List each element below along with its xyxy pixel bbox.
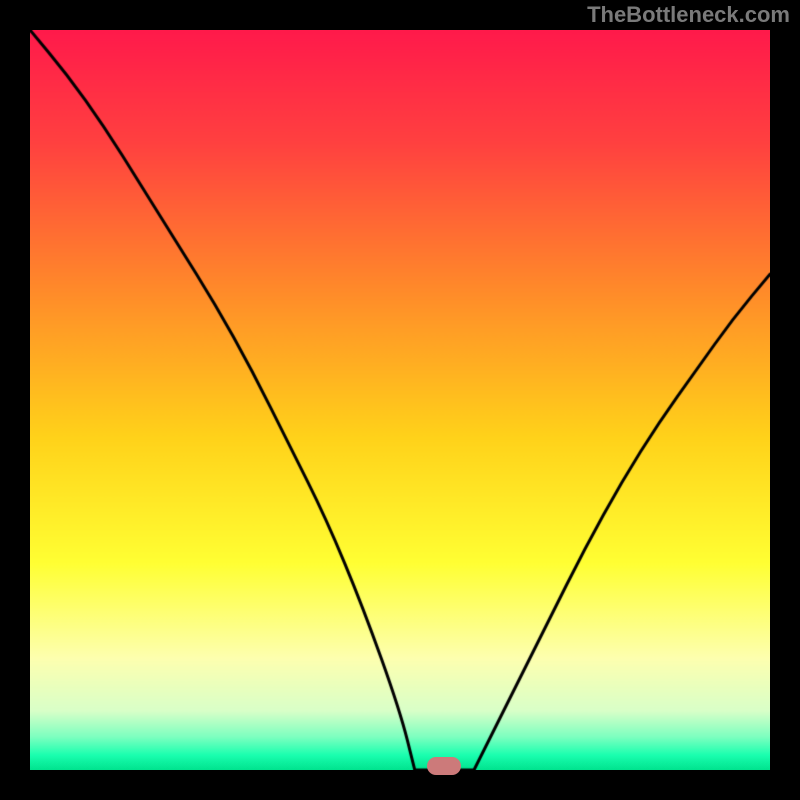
chart-container: TheBottleneck.com — [0, 0, 800, 800]
bottleneck-marker — [427, 757, 461, 775]
plot-area — [30, 30, 770, 770]
watermark-text: TheBottleneck.com — [587, 2, 790, 28]
plot-canvas — [30, 30, 770, 770]
